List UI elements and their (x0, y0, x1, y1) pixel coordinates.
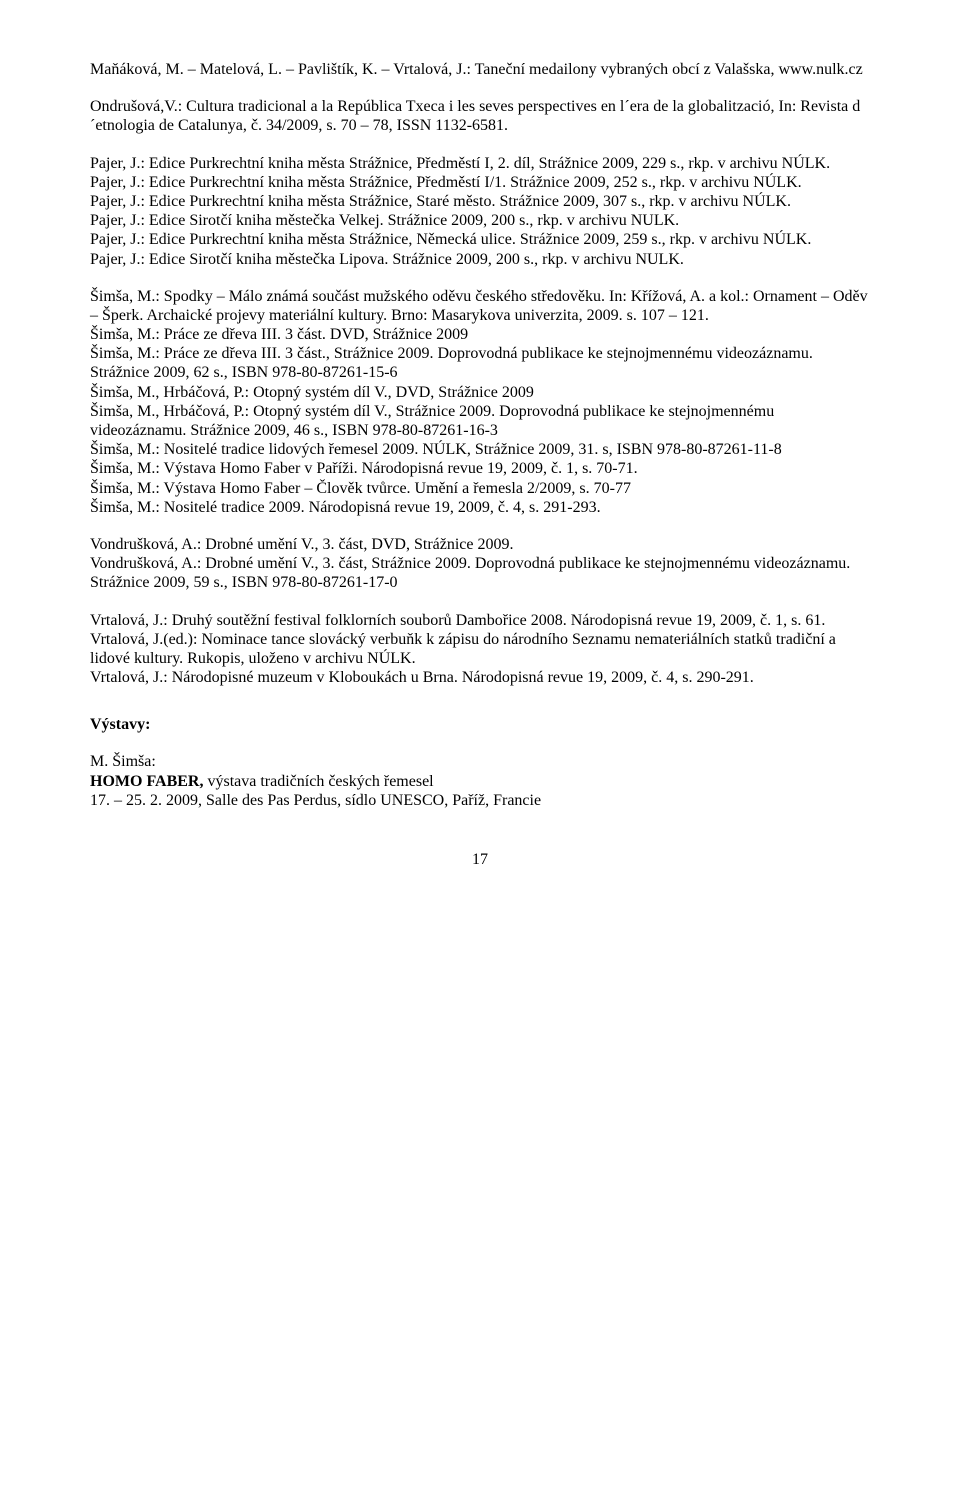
pajer-line-3: Pajer, J.: Edice Purkrechtní kniha města… (90, 192, 870, 211)
simsa-line-2: Šimša, M.: Práce ze dřeva III. 3 část. D… (90, 325, 870, 344)
simsa-line-5: Šimša, M., Hrbáčová, P.: Otopný systém d… (90, 402, 870, 440)
simsa-line-8: Šimša, M.: Výstava Homo Faber – Člověk t… (90, 479, 870, 498)
paragraph-pajer: Pajer, J.: Edice Purkrechtní kniha města… (90, 154, 870, 269)
pajer-line-2: Pajer, J.: Edice Purkrechtní kniha města… (90, 173, 870, 192)
paragraph-simsa: Šimša, M.: Spodky – Málo známá součást m… (90, 287, 870, 517)
simsa-line-1: Šimša, M.: Spodky – Málo známá součást m… (90, 287, 870, 325)
vondruskova-line-1: Vondrušková, A.: Drobné umění V., 3. čás… (90, 535, 870, 554)
simsa-line-6: Šimša, M.: Nositelé tradice lidových řem… (90, 440, 870, 459)
pajer-line-6: Pajer, J.: Edice Sirotčí kniha městečka … (90, 250, 870, 269)
pajer-line-4: Pajer, J.: Edice Sirotčí kniha městečka … (90, 211, 870, 230)
page-number: 17 (90, 850, 870, 869)
exhibition-title: HOMO FABER, výstava tradičních českých ř… (90, 772, 870, 791)
paragraph-ondrusova: Ondrušová,V.: Cultura tradicional a la R… (90, 97, 870, 135)
vrtalova-line-1: Vrtalová, J.: Druhý soutěžní festival fo… (90, 611, 870, 630)
exhibition-date: 17. – 25. 2. 2009, Salle des Pas Perdus,… (90, 791, 870, 810)
simsa-line-4: Šimša, M., Hrbáčová, P.: Otopný systém d… (90, 383, 870, 402)
exhibition-author: M. Šimša: (90, 752, 870, 771)
section-title-vystavy: Výstavy: (90, 715, 870, 734)
vrtalova-line-3: Vrtalová, J.: Národopisné muzeum v Klobo… (90, 668, 870, 687)
pajer-line-5: Pajer, J.: Edice Purkrechtní kniha města… (90, 230, 870, 249)
paragraph-vrtalova: Vrtalová, J.: Druhý soutěžní festival fo… (90, 611, 870, 688)
simsa-line-9: Šimša, M.: Nositelé tradice 2009. Národo… (90, 498, 870, 517)
pajer-line-1: Pajer, J.: Edice Purkrechtní kniha města… (90, 154, 870, 173)
paragraph-vondruskova: Vondrušková, A.: Drobné umění V., 3. čás… (90, 535, 870, 593)
simsa-line-3: Šimša, M.: Práce ze dřeva III. 3 část., … (90, 344, 870, 382)
vrtalova-line-2: Vrtalová, J.(ed.): Nominace tance slovác… (90, 630, 870, 668)
paragraph-manakova: Maňáková, M. – Matelová, L. – Pavlištík,… (90, 60, 870, 79)
exhibition-title-bold: HOMO FABER, (90, 773, 207, 790)
vondruskova-line-2: Vondrušková, A.: Drobné umění V., 3. čás… (90, 554, 870, 592)
exhibition-title-rest: výstava tradičních českých řemesel (207, 773, 433, 790)
exhibition-block: M. Šimša: HOMO FABER, výstava tradičních… (90, 752, 870, 810)
simsa-line-7: Šimša, M.: Výstava Homo Faber v Paříži. … (90, 459, 870, 478)
